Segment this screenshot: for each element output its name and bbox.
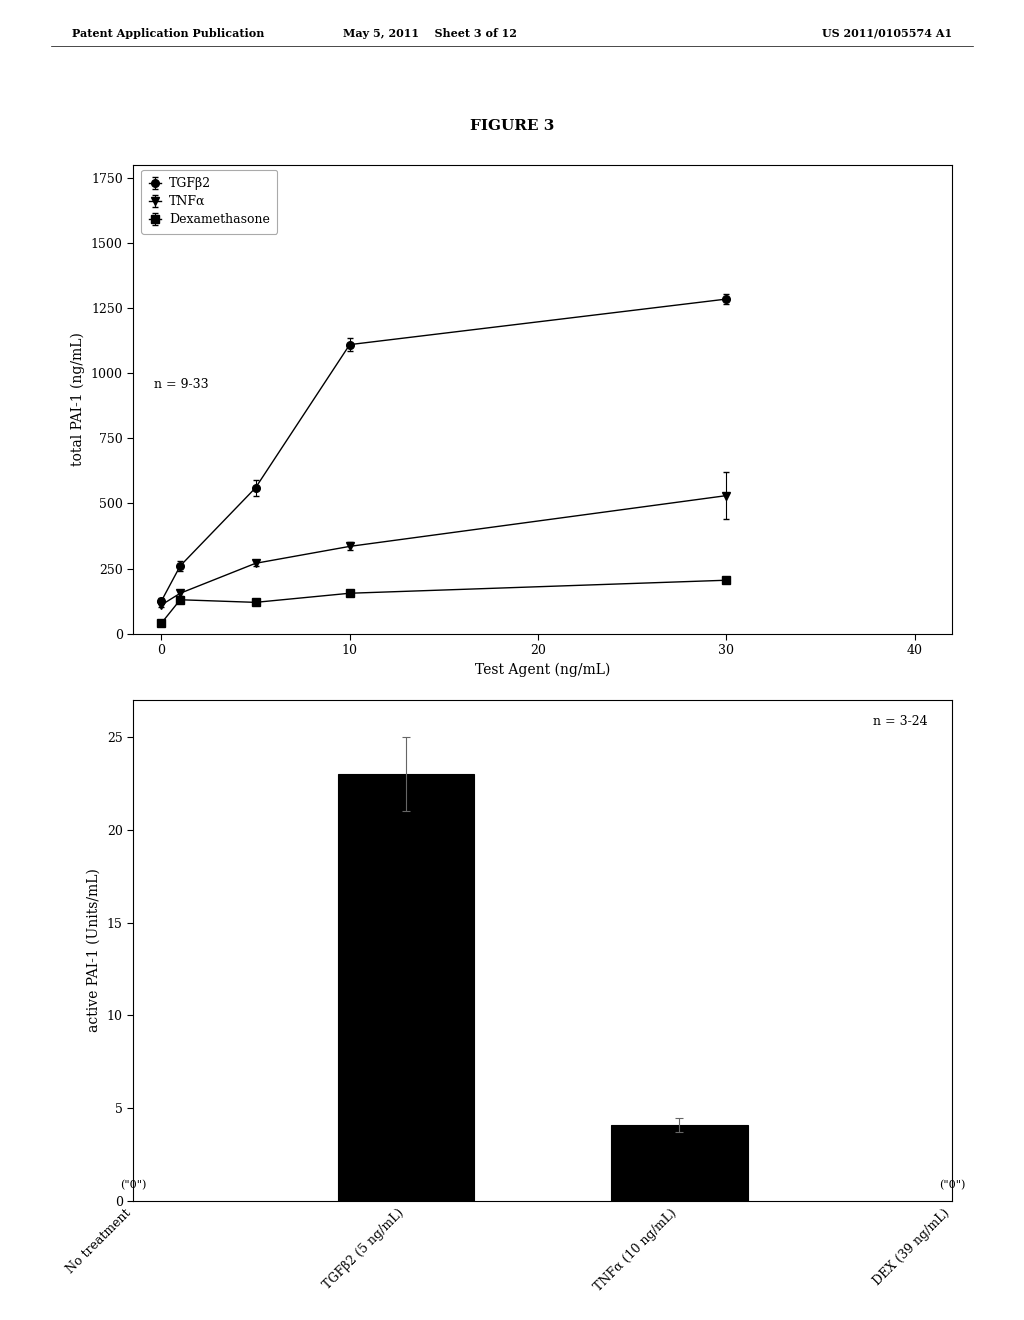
Text: n = 9-33: n = 9-33	[154, 379, 208, 391]
Text: n = 3-24: n = 3-24	[873, 714, 928, 727]
Text: US 2011/0105574 A1: US 2011/0105574 A1	[822, 28, 952, 38]
Text: ("0"): ("0")	[120, 1180, 146, 1191]
Bar	[611, 1125, 748, 1201]
Text: May 5, 2011    Sheet 3 of 12: May 5, 2011 Sheet 3 of 12	[343, 28, 517, 38]
X-axis label: Test Agent (ng/mL): Test Agent (ng/mL)	[475, 663, 610, 677]
Y-axis label: active PAI-1 (Units/mL): active PAI-1 (Units/mL)	[87, 869, 101, 1032]
Legend: TGFβ2, TNFα, Dexamethasone: TGFβ2, TNFα, Dexamethasone	[141, 170, 278, 234]
Y-axis label: total PAI-1 (ng/mL): total PAI-1 (ng/mL)	[71, 333, 85, 466]
Text: FIGURE 3: FIGURE 3	[470, 119, 554, 133]
Text: ("0"): ("0")	[939, 1180, 966, 1191]
Bar	[338, 774, 474, 1201]
Text: Patent Application Publication: Patent Application Publication	[72, 28, 264, 38]
